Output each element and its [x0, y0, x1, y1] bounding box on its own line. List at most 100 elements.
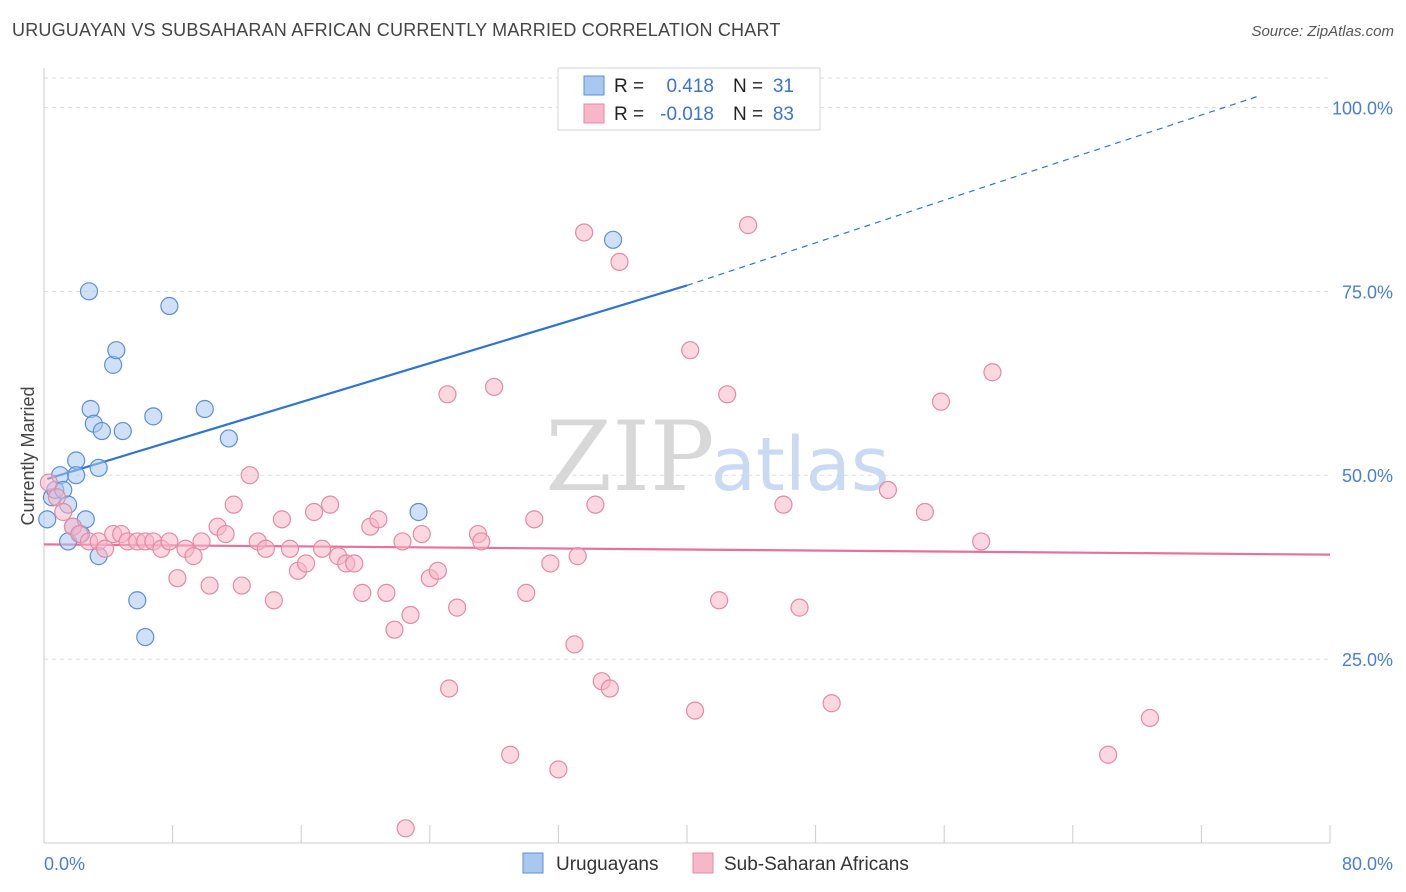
point-subsaharan [448, 598, 467, 617]
point-subsaharan [438, 385, 457, 404]
grid-lines [44, 77, 1330, 660]
point-uruguayans [160, 296, 179, 316]
point-subsaharan [369, 510, 388, 529]
point-uruguayans [38, 510, 57, 529]
point-subsaharan [485, 377, 504, 397]
point-subsaharan [272, 510, 292, 529]
legend-swatch-uruguayans-bottom [522, 852, 544, 874]
point-subsaharan [192, 532, 211, 551]
legend-label-subsaharan: Sub-Saharan Africans [724, 854, 909, 875]
point-subsaharan [428, 561, 447, 580]
point-subsaharan [972, 532, 991, 551]
point-subsaharan [240, 466, 259, 485]
series-legend: Uruguayans Sub-Saharan Africans [522, 852, 909, 875]
point-uruguayans [79, 282, 99, 301]
point-subsaharan [600, 679, 619, 698]
trend-line-uruguayans [46, 284, 688, 480]
point-subsaharan [439, 679, 459, 698]
data-points [38, 216, 1160, 838]
point-subsaharan [304, 502, 324, 522]
point-uruguayans [195, 399, 214, 419]
y-tick-label: 50.0% [1342, 466, 1393, 486]
point-subsaharan [541, 554, 560, 573]
legend-r-label-2: R = [614, 104, 644, 125]
point-uruguayans [144, 407, 163, 426]
point-uruguayans [219, 429, 238, 448]
legend-n-value-1: 31 [773, 76, 794, 97]
watermark-zip: ZIP [545, 401, 714, 513]
correlation-legend: R = 0.418 N = 31 R = -0.018 N = 83 [557, 67, 821, 131]
legend-r-value-1: 0.418 [666, 76, 714, 97]
watermark: ZIP atlas [545, 401, 889, 513]
point-subsaharan [774, 495, 793, 514]
point-subsaharan [790, 598, 809, 617]
point-subsaharan [472, 532, 491, 551]
point-subsaharan [1099, 745, 1118, 764]
point-subsaharan [549, 760, 568, 779]
point-subsaharan [54, 502, 73, 522]
point-uruguayans [67, 466, 86, 485]
point-uruguayans [128, 591, 147, 610]
series-subsaharan [39, 216, 1160, 838]
point-subsaharan [39, 473, 58, 492]
point-subsaharan [915, 502, 935, 522]
legend-swatch-subsaharan-bottom [692, 852, 714, 874]
point-subsaharan [718, 385, 737, 404]
trend-line-subsaharan [43, 543, 1331, 556]
legend-n-label-1: N = [733, 76, 763, 97]
point-subsaharan [401, 605, 420, 625]
legend-n-value-2: 83 [773, 104, 794, 125]
point-subsaharan [160, 532, 179, 551]
y-axis-label: Currently Married [18, 386, 38, 525]
point-subsaharan [377, 583, 396, 603]
point-subsaharan [525, 510, 544, 529]
point-subsaharan [321, 495, 340, 514]
point-subsaharan [184, 547, 203, 566]
tick-labels: 25.0% 50.0% 75.0% 100.0% 0.0% 80.0% [44, 98, 1393, 874]
point-subsaharan [296, 554, 316, 573]
point-subsaharan [396, 819, 415, 838]
point-subsaharan [393, 532, 412, 551]
point-subsaharan [1140, 708, 1160, 728]
point-subsaharan [565, 635, 584, 654]
legend-swatch-uruguayans [583, 75, 605, 96]
point-subsaharan [312, 539, 332, 558]
point-subsaharan [878, 480, 898, 500]
y-tick-label: 100.0% [1332, 98, 1393, 118]
point-subsaharan [610, 252, 629, 271]
point-subsaharan [568, 547, 587, 566]
point-subsaharan [575, 223, 594, 242]
point-subsaharan [168, 569, 187, 588]
point-subsaharan [224, 495, 243, 514]
point-subsaharan [983, 363, 1002, 382]
point-subsaharan [280, 539, 300, 558]
point-subsaharan [385, 620, 404, 639]
point-subsaharan [232, 576, 251, 595]
y-tick-label: 25.0% [1342, 650, 1393, 670]
x-tick-label-max: 80.0% [1342, 854, 1393, 874]
point-uruguayans [603, 230, 623, 249]
point-subsaharan [931, 392, 951, 411]
watermark-atlas: atlas [711, 422, 890, 508]
legend-label-uruguayans: Uruguayans [556, 854, 658, 875]
point-subsaharan [685, 701, 705, 720]
source-label: Source: ZipAtlas.com [1251, 23, 1394, 40]
point-subsaharan [586, 495, 605, 514]
point-uruguayans [89, 458, 108, 477]
point-uruguayans [113, 421, 132, 441]
point-uruguayans [104, 355, 123, 374]
point-subsaharan [345, 554, 364, 573]
point-subsaharan [710, 591, 729, 610]
series-uruguayans [38, 230, 623, 647]
chart-title: URUGUAYAN VS SUBSAHARAN AFRICAN CURRENTL… [12, 20, 781, 40]
point-subsaharan [822, 694, 841, 713]
point-subsaharan [216, 524, 235, 544]
point-subsaharan [95, 539, 115, 558]
point-subsaharan [501, 745, 520, 764]
point-subsaharan [738, 216, 758, 235]
point-subsaharan [200, 576, 219, 595]
point-uruguayans [81, 399, 100, 419]
legend-r-label-1: R = [614, 76, 644, 97]
y-tick-label: 75.0% [1342, 282, 1393, 302]
